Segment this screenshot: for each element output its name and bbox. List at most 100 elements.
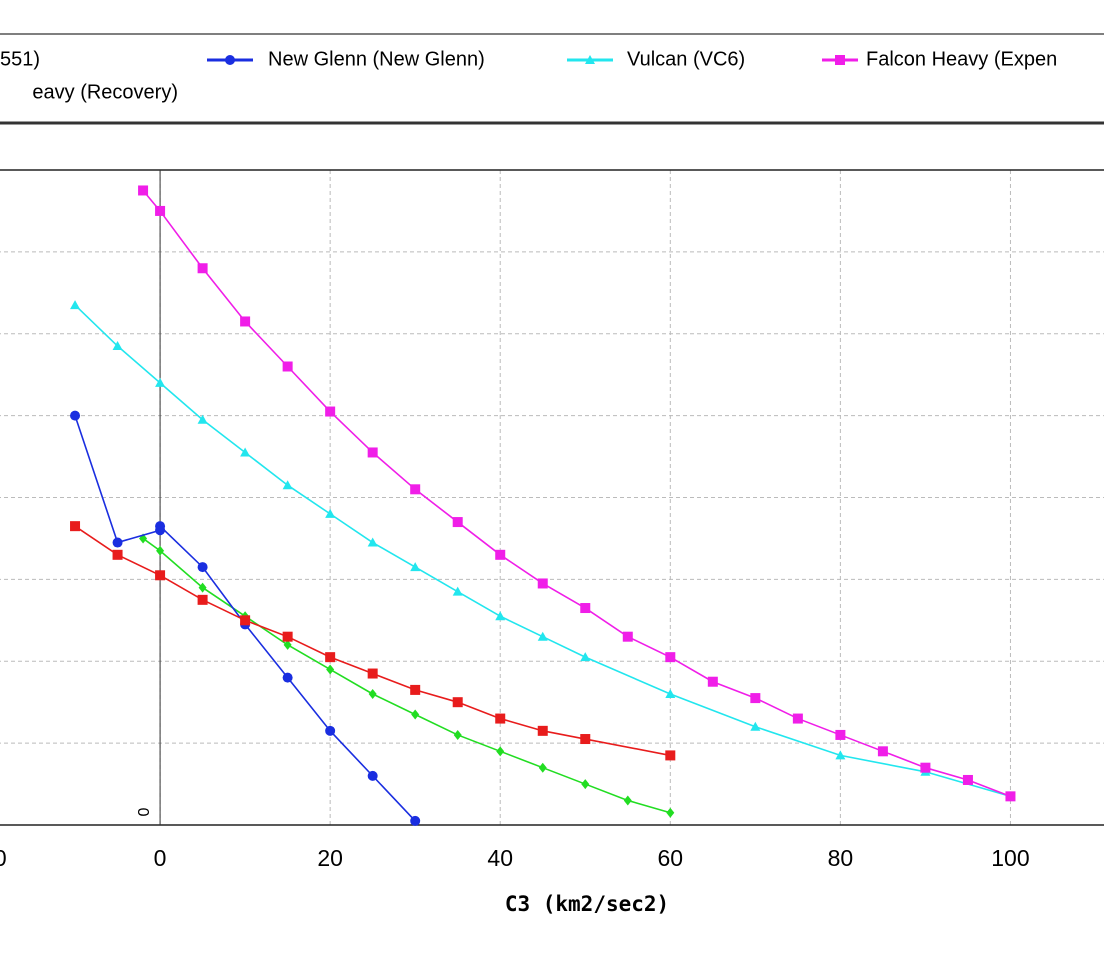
point	[580, 652, 591, 662]
point	[325, 652, 336, 663]
point	[70, 410, 81, 421]
point	[367, 447, 378, 458]
series	[70, 300, 1016, 801]
point	[225, 55, 235, 65]
point	[835, 750, 846, 760]
point	[835, 729, 846, 740]
point	[538, 762, 547, 773]
legend-label: New Glenn (New Glenn)	[268, 48, 485, 70]
point	[70, 521, 81, 532]
point	[155, 205, 166, 216]
point	[240, 615, 251, 626]
point	[452, 586, 463, 596]
origin-label: 0	[136, 807, 153, 816]
point	[282, 361, 293, 372]
point	[581, 779, 590, 790]
x-tick-label: 100	[991, 845, 1029, 871]
point	[410, 684, 421, 695]
point	[282, 480, 293, 490]
legend-label: Falcon Heavy (Expen	[866, 48, 1057, 70]
point	[197, 594, 208, 605]
point	[198, 582, 207, 593]
point	[453, 729, 462, 740]
point	[495, 549, 506, 560]
point	[496, 746, 505, 757]
x-axis-label: C3 (km2/sec2)	[505, 892, 669, 916]
series-line	[74, 304, 1011, 798]
series	[139, 533, 675, 818]
point	[537, 631, 548, 641]
point	[537, 578, 548, 589]
point	[367, 770, 378, 781]
point	[197, 414, 208, 424]
point	[665, 689, 676, 698]
point	[155, 377, 166, 387]
x-tick-label: -20	[0, 845, 7, 871]
point	[537, 725, 548, 736]
point	[325, 508, 336, 518]
point	[367, 537, 378, 547]
point	[495, 713, 506, 724]
point	[665, 652, 676, 663]
x-tick-label: 40	[487, 845, 513, 871]
point	[623, 795, 632, 806]
point	[112, 537, 123, 548]
legend-label: 551)	[0, 48, 40, 70]
legend-label: eavy (Recovery)	[32, 81, 178, 103]
point	[155, 570, 166, 581]
point	[920, 762, 931, 773]
series	[138, 185, 1016, 802]
series-line	[142, 537, 671, 814]
point	[410, 815, 421, 826]
point	[282, 672, 293, 683]
point	[325, 406, 336, 417]
point	[792, 713, 803, 724]
point	[410, 484, 421, 495]
point	[325, 725, 336, 736]
point	[410, 562, 421, 572]
point	[156, 545, 165, 556]
point	[962, 774, 973, 785]
series-line	[74, 415, 416, 822]
point	[495, 611, 506, 621]
x-tick-label: 60	[658, 845, 684, 871]
point	[282, 631, 293, 642]
point	[326, 664, 335, 675]
point	[112, 341, 123, 351]
point	[112, 549, 123, 560]
point	[622, 631, 633, 642]
point	[877, 746, 888, 757]
point	[70, 300, 81, 310]
point	[665, 750, 676, 761]
x-tick-label: 80	[828, 845, 854, 871]
point	[197, 263, 208, 274]
point	[155, 521, 166, 532]
point	[240, 447, 251, 457]
legend-label: Vulcan (VC6)	[627, 48, 745, 70]
series	[70, 521, 676, 761]
point	[452, 697, 463, 708]
series-line	[142, 189, 1011, 798]
point	[750, 693, 761, 704]
x-tick-label: 20	[317, 845, 343, 871]
point	[585, 55, 595, 64]
point	[666, 807, 675, 818]
point	[283, 639, 292, 650]
point	[197, 562, 208, 573]
point	[1005, 791, 1016, 802]
point	[707, 676, 718, 687]
point	[750, 721, 761, 731]
point	[367, 668, 378, 679]
point	[138, 185, 149, 196]
point	[368, 689, 377, 699]
point	[411, 709, 420, 720]
x-tick-label: 0	[154, 845, 167, 871]
point	[835, 55, 845, 65]
point	[580, 603, 591, 614]
point	[452, 517, 463, 528]
point	[240, 316, 251, 327]
series-line	[74, 525, 671, 757]
point	[580, 734, 591, 745]
